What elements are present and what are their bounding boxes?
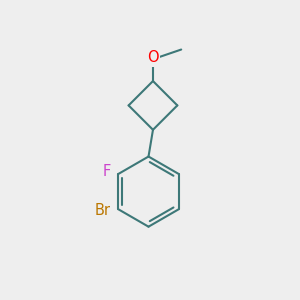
Text: Br: Br bbox=[95, 203, 111, 218]
Text: F: F bbox=[103, 164, 111, 179]
Text: O: O bbox=[147, 50, 159, 65]
